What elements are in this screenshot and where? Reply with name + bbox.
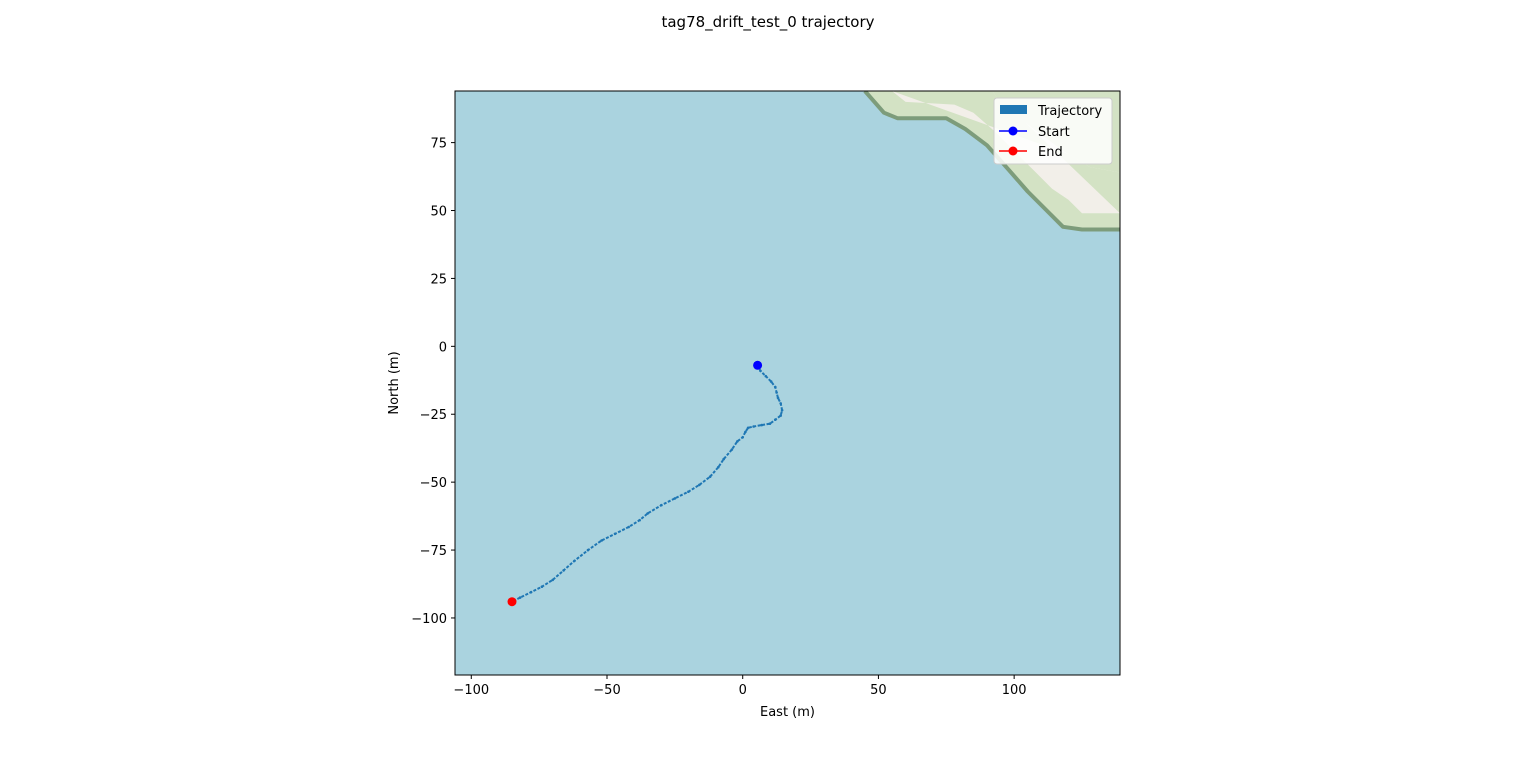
trajectory-point bbox=[760, 423, 763, 427]
x-tick-label: 100 bbox=[1002, 683, 1027, 698]
y-tick-label: 25 bbox=[430, 272, 447, 287]
trajectory-point bbox=[717, 465, 720, 469]
end-marker bbox=[507, 597, 517, 607]
y-tick-label: −25 bbox=[420, 408, 447, 423]
x-axis: −100 −50 0 50 100 bbox=[453, 675, 1027, 698]
trajectory-point bbox=[660, 503, 663, 507]
legend-end-marker bbox=[1008, 146, 1018, 156]
trajectory-point bbox=[646, 512, 649, 515]
y-tick-label: 0 bbox=[439, 340, 447, 355]
trajectory-point bbox=[776, 396, 780, 400]
plot-area bbox=[454, 90, 1121, 676]
trajectory-point bbox=[768, 422, 772, 426]
trajectory-point bbox=[518, 596, 522, 599]
trajectory-point bbox=[779, 402, 782, 405]
legend-box bbox=[993, 97, 1113, 165]
trajectory-point bbox=[573, 559, 576, 563]
map-inland bbox=[892, 91, 1120, 214]
legend-trajectory-swatch bbox=[1000, 105, 1027, 114]
trajectory-point bbox=[722, 457, 725, 461]
axes-frame bbox=[454, 90, 1121, 676]
y-tick-label: 75 bbox=[430, 137, 447, 152]
trajectory-line bbox=[511, 364, 784, 603]
trajectory-point bbox=[775, 391, 778, 394]
trajectory-point bbox=[698, 483, 701, 487]
y-axis: −100 −75 −50 −25 0 25 50 75 bbox=[411, 137, 455, 627]
legend-start-label: Start bbox=[1038, 125, 1070, 140]
y-tick-label: −75 bbox=[420, 544, 447, 559]
map-water bbox=[455, 91, 1120, 675]
trajectory-point bbox=[529, 590, 533, 594]
map-coastline bbox=[863, 91, 1120, 232]
y-tick-label: 50 bbox=[430, 205, 447, 220]
trajectory-point bbox=[730, 448, 734, 451]
legend-end-label: End bbox=[1038, 145, 1063, 160]
trajectory-point bbox=[736, 440, 739, 443]
map-park-band bbox=[864, 91, 1120, 230]
trajectory-point bbox=[779, 414, 782, 417]
y-tick-label: −100 bbox=[411, 612, 447, 627]
trajectory-point bbox=[764, 374, 768, 378]
trajectory-point bbox=[627, 525, 630, 529]
marker-layer bbox=[507, 360, 763, 607]
x-axis-label: East (m) bbox=[760, 705, 815, 720]
trajectory-point bbox=[744, 430, 747, 434]
x-tick-label: 50 bbox=[870, 683, 887, 698]
trajectory-point bbox=[673, 497, 677, 500]
figure-title: tag78_drift_test_0 trajectory bbox=[661, 13, 874, 32]
trajectory-point bbox=[759, 369, 762, 373]
legend-trajectory-label: Trajectory bbox=[1037, 104, 1102, 119]
y-tick-label: −50 bbox=[420, 476, 447, 491]
x-tick-label: −50 bbox=[593, 683, 620, 698]
trajectory-point bbox=[774, 418, 777, 422]
trajectory-point bbox=[746, 426, 750, 430]
trajectory-point bbox=[613, 532, 617, 536]
start-marker bbox=[753, 360, 763, 370]
legend-start-marker bbox=[1008, 126, 1018, 136]
trajectory-point bbox=[638, 518, 641, 522]
trajectory-point bbox=[586, 548, 590, 552]
trajectory-point bbox=[774, 385, 777, 389]
legend: Trajectory Start End bbox=[993, 97, 1113, 165]
trajectory-point bbox=[562, 569, 565, 572]
trajectory-point bbox=[780, 408, 784, 412]
trajectory-point bbox=[769, 380, 773, 383]
y-axis-label: North (m) bbox=[387, 351, 402, 414]
trajectory-point bbox=[741, 436, 744, 439]
x-tick-label: −100 bbox=[453, 683, 489, 698]
trajectory-point bbox=[551, 578, 554, 582]
trajectory-point bbox=[540, 585, 544, 588]
trajectory-point bbox=[708, 475, 712, 479]
trajectory-point bbox=[600, 539, 603, 542]
x-tick-label: 0 bbox=[739, 683, 747, 698]
trajectory-point bbox=[687, 490, 690, 494]
trajectory-point bbox=[752, 425, 755, 428]
